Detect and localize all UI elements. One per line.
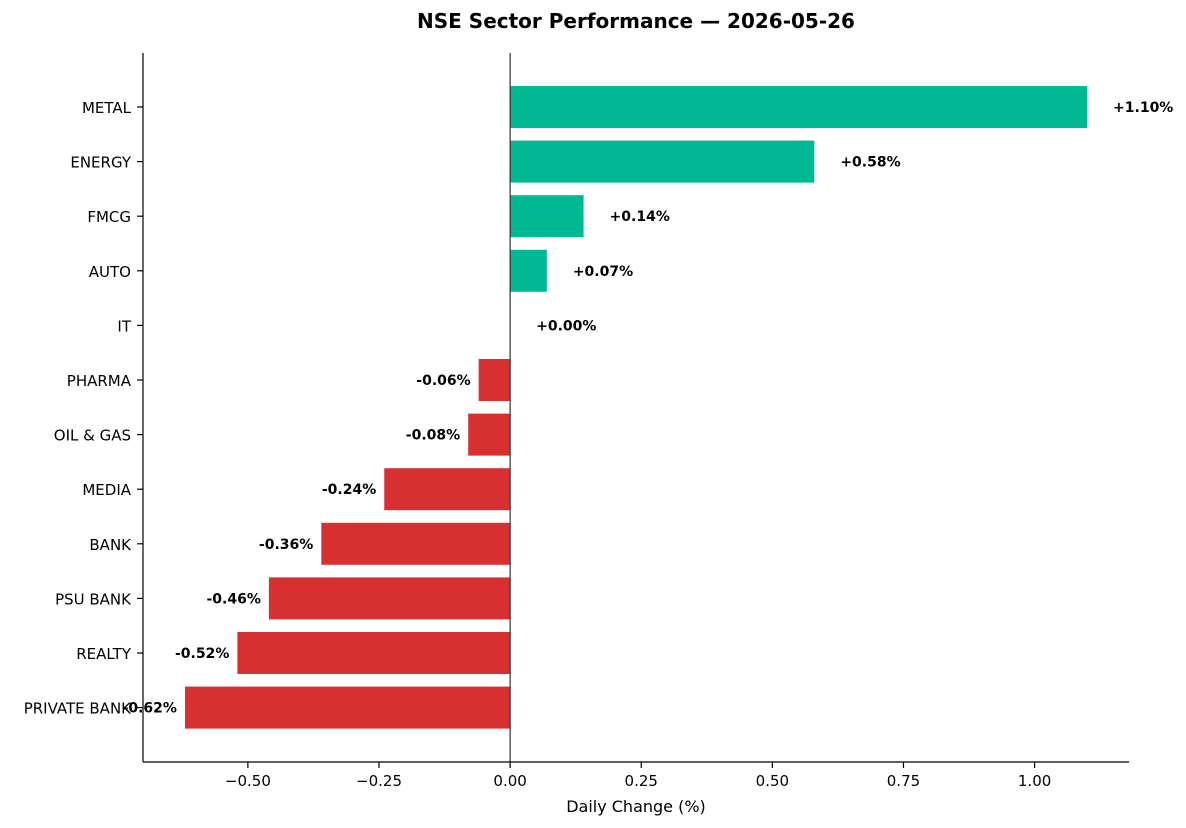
data-label: +0.58%: [840, 155, 900, 171]
data-label: +0.07%: [573, 264, 633, 280]
x-tick-label: 0.50: [756, 772, 789, 790]
data-label: +0.14%: [610, 209, 670, 225]
category-label: FMCG: [87, 208, 131, 226]
bar-oil-gas: [468, 413, 511, 456]
bar-private-bank: [184, 686, 511, 729]
category-labels-group: METAL ENERGY FMCG AUTO IT PHARMA OIL & GAS MEDI…: [24, 99, 143, 718]
bars-group: [184, 86, 1088, 729]
x-tick-label: −0.50: [225, 772, 271, 790]
category-label: IT: [117, 317, 131, 335]
bar-auto: [510, 249, 547, 292]
data-label: -0.24%: [322, 482, 376, 498]
x-axis-label: Daily Change (%): [566, 797, 706, 816]
data-label: -0.06%: [416, 373, 470, 389]
data-label: -0.36%: [259, 537, 313, 553]
category-label: PRIVATE BANK: [24, 700, 132, 718]
data-label: +0.00%: [536, 318, 596, 334]
bar-psu-bank: [268, 577, 511, 620]
data-label: -0.46%: [206, 591, 260, 607]
data-label: -0.62%: [123, 701, 177, 717]
bar-media: [384, 468, 511, 511]
category-label: PSU BANK: [55, 590, 132, 608]
bar-bank: [321, 522, 511, 565]
category-label: REALTY: [76, 645, 132, 663]
ticks-group: −0.50 −0.25 0.00 0.25 0.50 0.75 1.00: [225, 762, 1051, 790]
category-label: METAL: [82, 99, 132, 117]
data-label: -0.52%: [175, 646, 229, 662]
axes-group: [142, 53, 1129, 763]
x-tick-label: 0.75: [887, 772, 920, 790]
category-label: ENERGY: [70, 154, 131, 172]
bar-metal: [510, 86, 1088, 128]
category-label: BANK: [89, 536, 132, 554]
bar-energy: [510, 140, 815, 183]
x-tick-label: −0.25: [356, 772, 402, 790]
x-tick-label: 0.25: [625, 772, 658, 790]
category-label: PHARMA: [67, 372, 132, 390]
category-label: OIL & GAS: [54, 427, 131, 445]
bar-realty: [237, 632, 511, 674]
data-label: -0.08%: [406, 428, 460, 444]
bar-pharma: [478, 359, 511, 401]
bar-fmcg: [510, 195, 584, 238]
x-tick-label: 1.00: [1018, 772, 1051, 790]
category-label: MEDIA: [82, 481, 131, 499]
category-label: AUTO: [89, 263, 131, 281]
x-tick-label: 0.00: [493, 772, 526, 790]
data-label: +1.10%: [1113, 100, 1173, 116]
chart-title: NSE Sector Performance — 2026-05-26: [417, 9, 855, 33]
data-labels-group: +1.10% +0.58% +0.14% +0.07% +0.00% -0.06% -0.0…: [123, 100, 1174, 717]
